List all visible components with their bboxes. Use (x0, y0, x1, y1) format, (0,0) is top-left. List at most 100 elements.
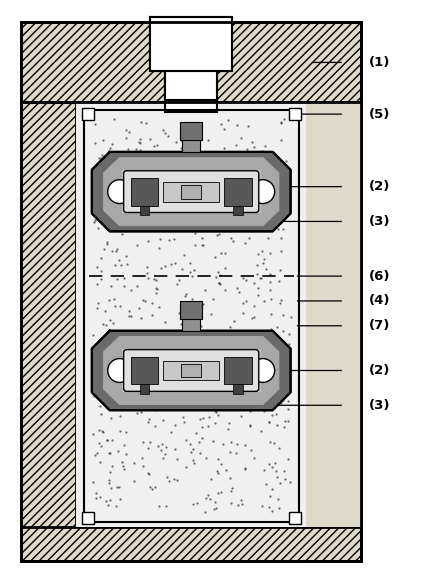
Point (195, 125, 202, 135)
Point (278, 246, 285, 256)
Point (266, 460, 273, 469)
Point (114, 482, 121, 492)
Bar (122, 170, 261, 213)
Point (123, 252, 130, 261)
Point (246, 421, 254, 431)
Point (120, 281, 127, 290)
Point (266, 217, 273, 227)
Point (267, 309, 274, 318)
Point (234, 221, 242, 230)
Point (210, 505, 218, 514)
Point (281, 193, 288, 202)
Point (192, 395, 199, 404)
Point (165, 368, 172, 378)
Point (274, 224, 281, 234)
Point (115, 256, 123, 265)
Point (182, 164, 190, 174)
Point (173, 176, 180, 185)
Point (144, 236, 151, 246)
Point (226, 418, 233, 428)
Text: (6): (6) (369, 270, 391, 282)
Point (127, 213, 134, 222)
Point (122, 428, 129, 437)
Point (263, 479, 270, 489)
Point (249, 138, 256, 147)
Point (240, 273, 247, 282)
Bar (165, 52, 217, 112)
Point (152, 207, 159, 217)
Point (242, 440, 249, 450)
Point (162, 129, 169, 138)
Circle shape (108, 358, 131, 382)
Point (91, 174, 99, 184)
Point (198, 321, 205, 331)
Point (165, 212, 172, 221)
Point (243, 163, 250, 173)
Point (150, 159, 157, 168)
Point (287, 313, 294, 322)
Point (182, 290, 190, 299)
Point (133, 352, 140, 361)
Point (96, 401, 103, 411)
Point (125, 127, 132, 137)
Point (279, 225, 286, 234)
Point (217, 120, 224, 129)
Point (214, 330, 221, 339)
Point (187, 213, 194, 223)
Point (204, 344, 211, 353)
Point (155, 302, 163, 311)
Bar (181, 364, 201, 378)
Point (258, 501, 266, 511)
Point (269, 193, 276, 202)
Point (133, 145, 140, 154)
Point (118, 200, 125, 210)
Point (96, 374, 103, 383)
Point (239, 308, 246, 317)
Point (157, 263, 164, 272)
Point (248, 446, 255, 455)
Point (249, 346, 256, 356)
Point (206, 157, 214, 167)
Point (186, 208, 193, 217)
Point (149, 485, 156, 494)
Point (194, 498, 201, 508)
Point (284, 371, 291, 380)
Bar (182, 132, 200, 152)
Point (256, 274, 263, 283)
Point (190, 499, 197, 508)
Point (277, 135, 284, 145)
Point (271, 458, 278, 468)
Point (282, 156, 289, 165)
Point (103, 497, 110, 506)
Point (154, 284, 161, 293)
Text: (1): (1) (369, 56, 390, 69)
Point (97, 274, 104, 284)
Point (262, 141, 269, 150)
Point (139, 295, 147, 304)
Point (260, 258, 267, 267)
Point (190, 458, 197, 468)
Point (228, 186, 235, 195)
Point (286, 477, 293, 486)
Point (270, 352, 277, 361)
Point (134, 241, 141, 250)
Point (158, 383, 165, 392)
Point (136, 137, 143, 146)
Point (207, 338, 214, 347)
Point (260, 186, 267, 195)
Point (285, 404, 292, 413)
Point (210, 295, 217, 304)
Point (163, 383, 170, 392)
Bar (21, 526, 361, 561)
Point (121, 440, 128, 450)
Point (166, 476, 173, 486)
Point (280, 395, 287, 404)
Point (238, 164, 246, 173)
Point (166, 180, 173, 189)
Point (213, 467, 220, 476)
Point (227, 204, 234, 213)
Point (266, 437, 274, 447)
Point (114, 245, 121, 254)
Point (281, 372, 289, 381)
Text: (5): (5) (369, 107, 390, 121)
